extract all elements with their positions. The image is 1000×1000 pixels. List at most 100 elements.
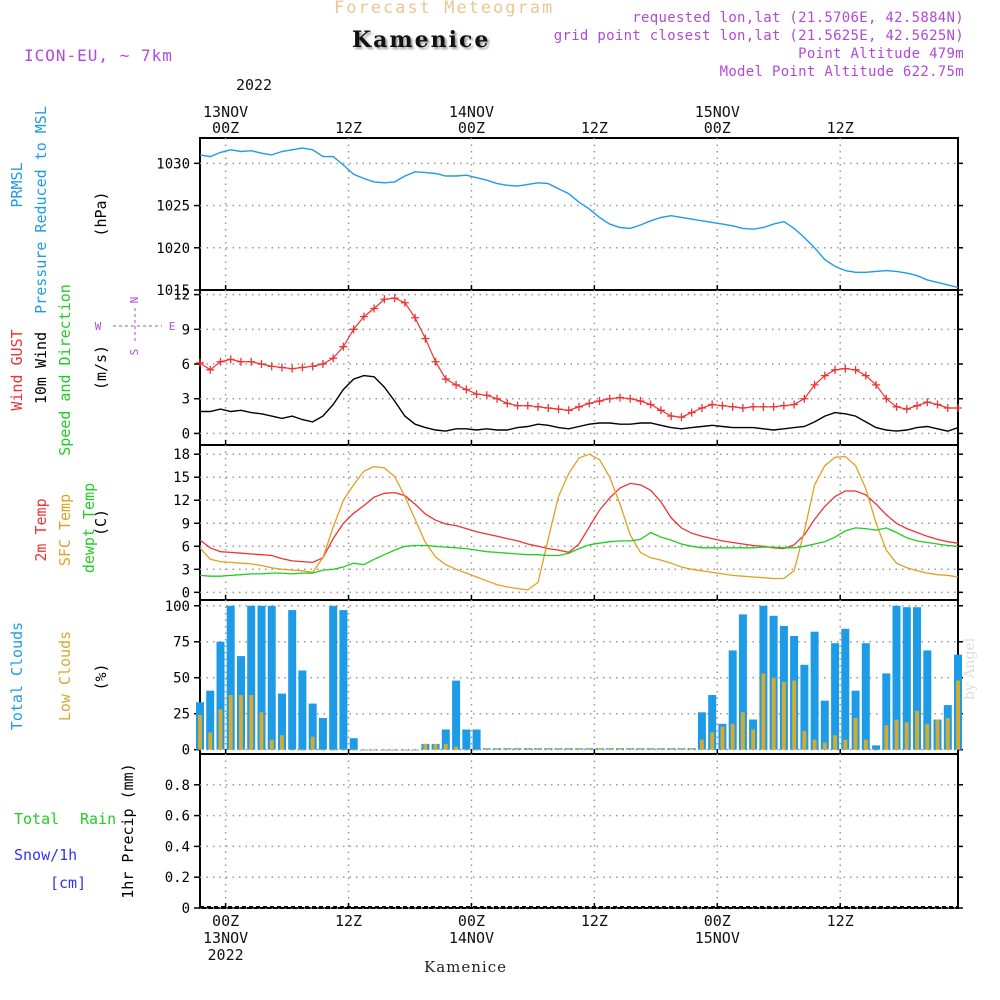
low-cloud-bar — [607, 748, 612, 750]
footer-station-name: Kamenice — [424, 958, 507, 976]
gust-marker — [247, 357, 256, 366]
ylabel: (hPa) — [92, 191, 110, 236]
gust-marker — [882, 394, 891, 403]
total-cloud-bar — [226, 605, 235, 750]
low-cloud-bar — [372, 749, 377, 751]
low-cloud-bar — [884, 725, 889, 750]
low-cloud-bar — [822, 742, 827, 750]
total-cloud-bar — [861, 643, 870, 750]
gust-marker — [277, 363, 286, 372]
low-cloud-bar — [536, 748, 540, 750]
label-total: Total — [14, 810, 59, 828]
low-cloud-bar — [874, 749, 878, 751]
gust-marker — [954, 403, 962, 412]
gust-marker — [523, 401, 532, 410]
gust-marker — [472, 390, 481, 399]
gust-marker — [462, 385, 471, 394]
label-rain: Rain — [80, 810, 116, 828]
total-cloud-bar — [216, 641, 225, 750]
grid-point-location: grid point closest lon,lat (21.5625E, 42… — [553, 28, 964, 44]
ylabel: (%) — [92, 663, 110, 690]
ytick-label: 0.2 — [165, 870, 190, 886]
gust-marker — [421, 334, 430, 343]
bottom-time-label: 15NOV — [694, 929, 740, 947]
total-cloud-bar — [697, 712, 706, 750]
gust-marker — [800, 394, 809, 403]
low-cloud-bar — [382, 749, 387, 751]
ytick-label: 1030 — [156, 156, 190, 172]
total-cloud-bar — [349, 738, 358, 750]
gust-marker — [943, 403, 952, 412]
low-cloud-bar — [925, 723, 930, 750]
ytick-label: 0.4 — [165, 839, 190, 855]
panel-2: 0 3 6 9 12 (m/s) — [92, 288, 963, 446]
low-cloud-bar — [484, 748, 489, 750]
low-cloud-bar — [812, 739, 817, 750]
low-cloud-bar — [208, 732, 213, 750]
low-cloud-bar — [269, 739, 274, 750]
low-cloud-bar — [423, 743, 428, 750]
dewpt-temp-line — [199, 527, 959, 577]
low-cloud-bar — [546, 748, 551, 750]
compass-east: E — [169, 320, 176, 333]
gust-marker — [646, 400, 655, 409]
low-cloud-bar — [443, 743, 448, 750]
low-cloud-bar — [392, 749, 397, 751]
low-cloud-bar — [290, 749, 295, 751]
low-cloud-bar — [577, 748, 581, 750]
total-cloud-bar — [882, 673, 891, 750]
gust-marker — [339, 342, 348, 351]
bottom-time-label: 12Z — [826, 912, 854, 930]
low-cloud-bar — [505, 748, 510, 750]
low-cloud-bar — [689, 748, 694, 750]
panel-frame — [199, 753, 959, 909]
compass-west: W — [95, 320, 102, 333]
bottom-time-label: 00Z — [703, 912, 731, 930]
ytick-label: 9 — [182, 322, 190, 338]
gust-marker — [206, 365, 215, 374]
low-cloud-bar — [700, 739, 704, 750]
low-cloud-bar — [956, 680, 960, 750]
low-cloud-bar — [249, 695, 254, 750]
bottom-time-label: 12Z — [334, 912, 363, 930]
total-cloud-bar — [206, 690, 215, 750]
panel-frame — [199, 137, 959, 291]
compass-north: N — [128, 297, 141, 304]
low-cloud-bar — [792, 680, 797, 750]
ylabel: (C) — [92, 509, 110, 536]
ytick-label: 9 — [182, 516, 190, 532]
low-cloud-bar — [474, 749, 479, 751]
gust-marker — [902, 405, 911, 414]
low-cloud-bar — [310, 736, 315, 750]
low-cloud-bar — [628, 748, 633, 750]
ytick-label: 3 — [182, 392, 190, 408]
gust-marker — [708, 400, 717, 409]
label-dewpt-temp: dewpt Temp — [80, 483, 98, 573]
gust-marker — [626, 394, 635, 403]
gust-marker — [677, 413, 686, 422]
top-time-label: 15NOV — [694, 103, 740, 121]
wind-speed-line — [200, 374, 959, 432]
gust-marker — [595, 397, 604, 406]
low-cloud-bar — [771, 677, 776, 750]
low-cloud-bar — [659, 748, 663, 750]
ytick-label: 100 — [165, 599, 190, 615]
gust-marker — [851, 365, 860, 374]
total-cloud-bar — [462, 729, 471, 750]
gust-marker — [759, 402, 768, 411]
label-wind-gust: Wind GUST — [8, 329, 26, 410]
low-cloud-bar — [341, 749, 346, 751]
gust-marker — [452, 380, 461, 389]
gust-marker — [216, 357, 225, 366]
gust-marker — [370, 304, 379, 313]
label-2m-temp: 2m Temp — [32, 498, 50, 561]
model-altitude: Model Point Altitude 622.75m — [719, 64, 964, 80]
gust-marker — [390, 294, 399, 303]
gust-marker — [933, 400, 942, 409]
watermark: by Angel — [962, 637, 978, 700]
ylabel: 1hr Precip (mm) — [119, 763, 137, 898]
low-cloud-bar — [351, 749, 356, 751]
gust-marker — [349, 325, 358, 334]
gust-marker — [226, 355, 235, 364]
low-cloud-bar — [525, 748, 530, 750]
